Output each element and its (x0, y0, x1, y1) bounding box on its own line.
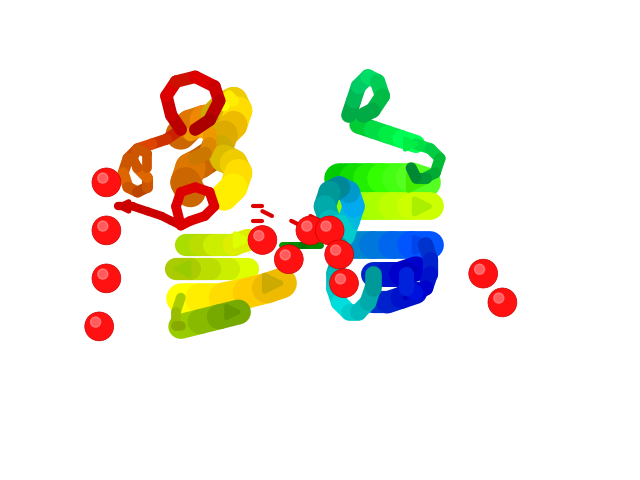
Circle shape (254, 230, 264, 241)
Circle shape (301, 221, 312, 231)
Circle shape (275, 245, 303, 274)
Circle shape (474, 264, 484, 275)
Circle shape (98, 173, 108, 183)
Circle shape (92, 216, 121, 245)
Circle shape (335, 274, 346, 284)
Circle shape (296, 216, 324, 245)
Circle shape (98, 269, 108, 279)
Circle shape (92, 264, 121, 293)
Circle shape (98, 221, 108, 231)
Circle shape (488, 288, 517, 317)
Circle shape (468, 259, 498, 288)
Circle shape (316, 216, 344, 245)
Circle shape (248, 226, 276, 254)
Circle shape (325, 240, 354, 269)
Circle shape (330, 269, 358, 298)
Circle shape (280, 250, 291, 260)
Circle shape (321, 221, 331, 231)
Circle shape (92, 168, 121, 197)
Circle shape (494, 293, 504, 303)
Circle shape (330, 245, 340, 255)
Circle shape (85, 312, 114, 341)
Circle shape (91, 317, 100, 327)
